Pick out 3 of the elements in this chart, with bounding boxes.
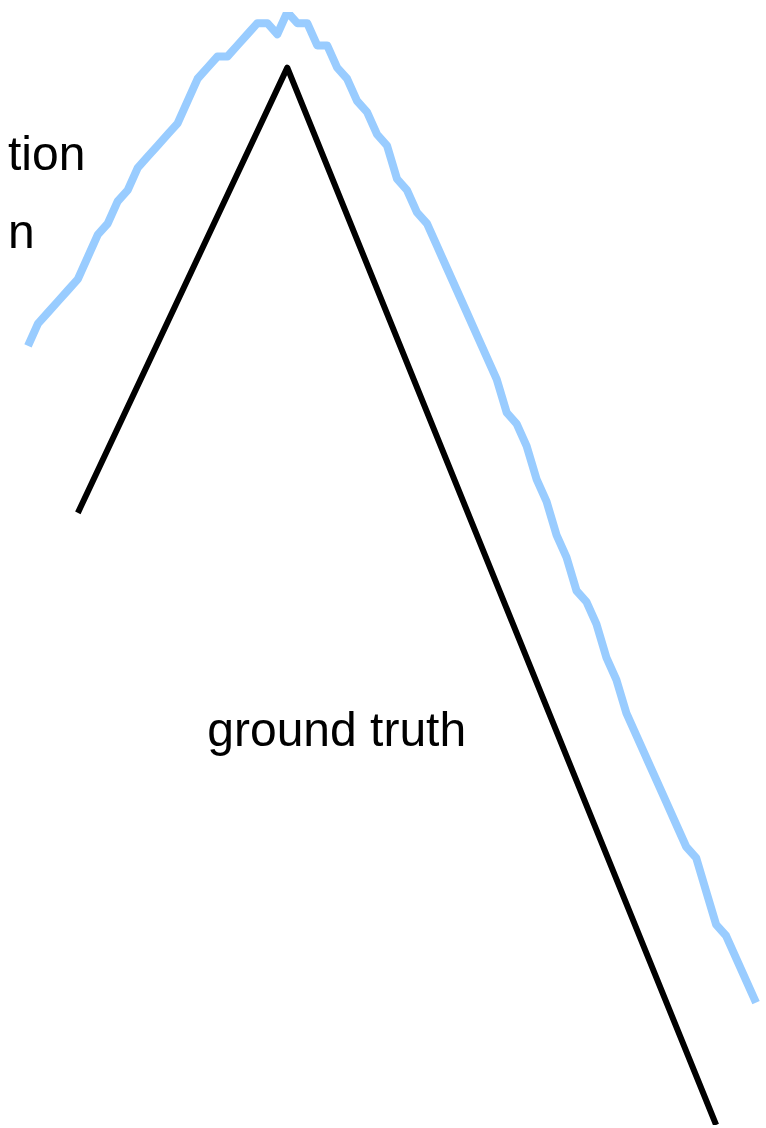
annotation: n	[8, 204, 35, 259]
series-label: ground truth	[207, 702, 467, 758]
annotation: tion	[8, 126, 86, 181]
